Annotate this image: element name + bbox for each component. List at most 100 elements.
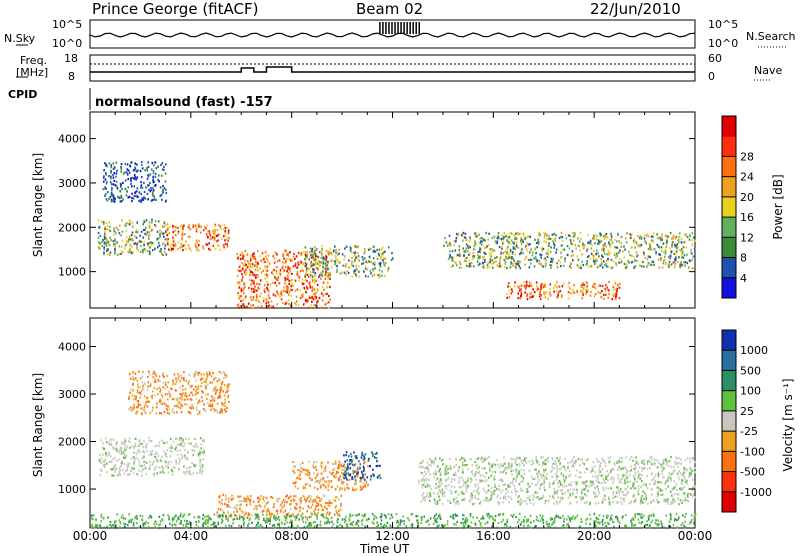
velocity-cell [657,466,659,468]
velocity-cell [474,495,476,497]
power-cell [565,234,567,236]
power-cell [469,263,471,265]
power-cell [607,236,609,238]
power-cell [603,298,605,300]
velocity-cell [292,513,294,515]
power-cell [543,291,545,293]
power-cell [304,287,306,289]
power-cell [108,241,110,243]
power-cell [513,246,515,248]
power-cell [616,290,618,292]
velocity-cell [450,465,452,467]
power-cell [252,258,254,260]
power-cell [278,277,280,279]
power-cell [499,261,501,263]
power-cell [255,266,257,268]
power-cell [358,265,360,267]
velocity-cell [172,398,174,400]
velocity-cell [680,472,682,474]
velocity-cell [213,378,215,380]
velocity-cell [542,456,544,458]
power-cell [305,251,307,253]
power-cell [276,270,278,272]
velocity-cell [177,444,179,446]
power-cell [536,260,538,262]
power-cell [498,237,500,239]
power-cell [147,178,149,180]
power-cell [145,249,147,251]
power-cell [147,193,149,195]
power-cell [454,240,456,242]
power-cell [327,302,329,304]
velocity-cell [254,508,256,510]
velocity-cell [219,379,221,381]
velocity-cell [575,496,577,498]
velocity-cell [193,454,195,456]
power-cell [136,237,138,239]
power-cell [202,246,204,248]
velocity-cell [494,484,496,486]
power-cell [140,193,142,195]
velocity-cell [188,467,190,469]
velocity-cell [186,467,188,469]
velocity-cell [455,464,457,466]
power-cell [328,307,330,309]
power-cell [526,248,528,250]
power-cell [266,258,268,260]
velocity-cell [501,480,503,482]
velocity-cell [635,467,637,469]
power-cell [116,227,118,229]
power-cell [152,176,154,178]
power-cell [376,249,378,251]
power-cell [150,242,152,244]
power-cell [240,300,242,302]
power-cell [144,233,146,235]
velocity-cell [647,461,649,463]
power-cell [241,290,243,292]
power-cell [311,290,313,292]
velocity-cell [222,404,224,406]
velocity-cell [586,495,588,497]
power-cell [464,258,466,260]
power-cell [520,297,522,299]
power-cell [166,238,168,240]
power-cell [522,240,524,242]
velocity-cell [167,466,169,468]
velocity-cell [451,481,453,483]
velocity-cell [570,502,572,504]
power-cell [381,248,383,250]
velocity-cell [221,499,223,501]
power-cell [325,262,327,264]
power-cell [130,252,132,254]
velocity-cell [174,467,176,469]
power-cell [306,269,308,271]
power-cell [294,302,296,304]
velocity-cell [553,497,555,499]
power-cell [312,276,314,278]
power-cell [643,266,645,268]
velocity-cell [694,467,696,469]
velocity-cell [152,373,154,375]
power-cell [148,235,150,237]
power-cell [351,251,353,253]
power-cell [458,233,460,235]
power-cell [251,288,253,290]
velocity-cell [225,498,227,500]
power-cell [336,271,338,273]
velocity-cell [187,459,189,461]
velocity-cell [321,473,323,475]
power-cell [308,307,310,309]
velocity-cell [178,462,180,464]
velocity-cell [246,504,248,506]
power-cell [351,276,353,278]
power-cell [149,247,151,249]
power-cell [336,250,338,252]
velocity-cell [375,453,377,455]
power-cell [670,255,672,257]
velocity-cell [342,469,344,471]
power-cell [250,283,252,285]
power-cell [329,299,331,301]
velocity-cell [138,470,140,472]
velocity-cell [162,374,164,376]
power-cell [143,237,145,239]
